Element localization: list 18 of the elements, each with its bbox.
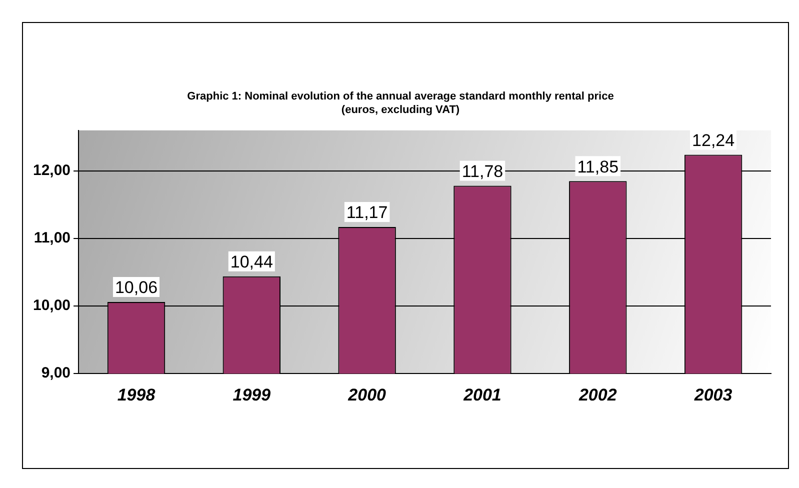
x-tick-label: 2000 bbox=[347, 385, 387, 404]
text: (euros, excluding VAT) bbox=[341, 104, 460, 116]
x-tick-label: 1999 bbox=[232, 385, 272, 404]
data-label: 10,06 bbox=[114, 278, 158, 298]
y-tick-label: 11,00 bbox=[34, 230, 71, 247]
x-tick-label: 1998 bbox=[117, 385, 156, 404]
y-tick-label: 9,00 bbox=[41, 364, 71, 382]
y-tick-label: 12,00 bbox=[32, 162, 71, 180]
x-tick-label: 2001 bbox=[462, 385, 502, 404]
data-label: 11,17 bbox=[346, 203, 388, 222]
data-label: 10,44 bbox=[230, 252, 273, 272]
data-label: 12,24 bbox=[692, 130, 735, 150]
text: Graphic 1: Nominal evolution of the annual average standard monthly rental price bbox=[187, 90, 614, 103]
data-label: 11,85 bbox=[577, 157, 619, 176]
x-tick-label: 2003 bbox=[693, 385, 733, 404]
x-tick-label: 2002 bbox=[578, 385, 618, 404]
y-tick-label: 10,00 bbox=[32, 297, 71, 314]
data-label: 11,78 bbox=[462, 162, 504, 181]
